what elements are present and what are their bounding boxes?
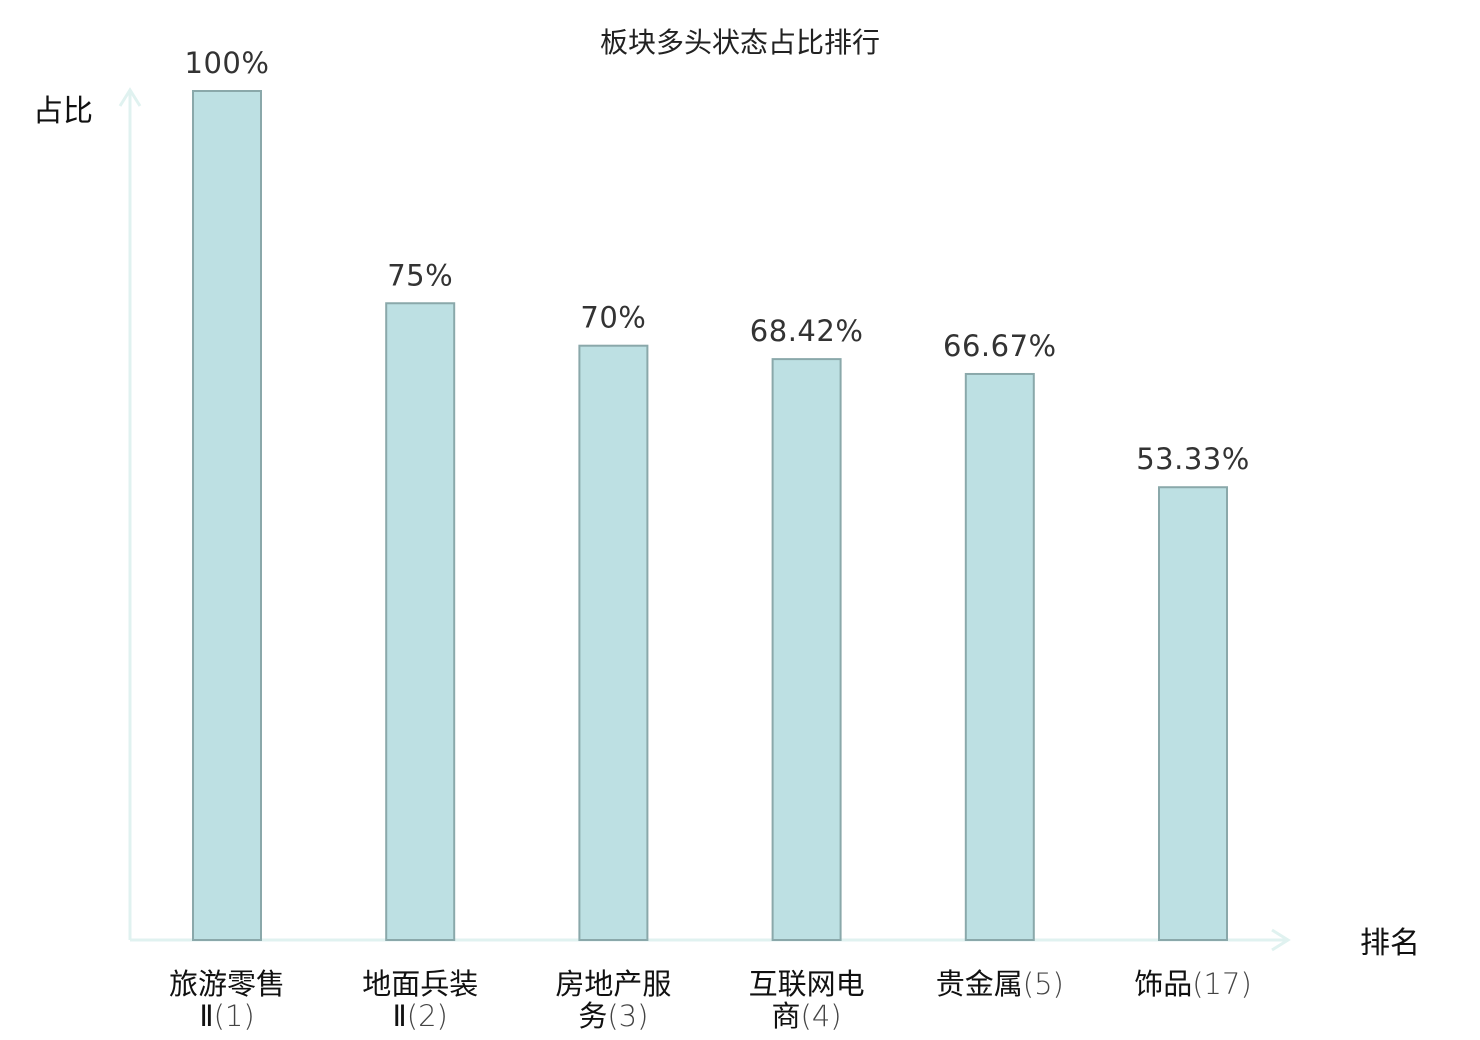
- tick-label: 商(4): [772, 999, 842, 1033]
- tick-label-rank: (5): [1023, 967, 1064, 1001]
- y-axis-title: 占比: [33, 94, 93, 129]
- axes: [118, 87, 1291, 952]
- bar: [385, 302, 456, 941]
- chart-title: 板块多头状态占比排行: [600, 26, 880, 59]
- tick-label-rank: (1): [214, 999, 255, 1033]
- bar: [771, 358, 842, 941]
- tick-label-name: Ⅱ: [393, 999, 407, 1033]
- tick-label-name: 地面兵装: [362, 967, 478, 1001]
- tick-label-name: 饰品: [1134, 967, 1192, 1001]
- value-label: 66.67%: [943, 329, 1057, 363]
- value-label: 100%: [185, 46, 270, 80]
- tick-label-name: 互联网电: [749, 967, 865, 1001]
- tick-label-rank: (3): [607, 999, 648, 1033]
- bar: [964, 372, 1035, 942]
- x-axis-arrow: [1271, 928, 1291, 952]
- tick-label-name: 房地产服: [555, 967, 671, 1001]
- tick-label-rank: (2): [407, 999, 448, 1033]
- tick-label-name: 务: [578, 999, 607, 1033]
- x-axis-title: 排名: [1360, 926, 1420, 961]
- tick-label: Ⅱ(2): [393, 999, 448, 1033]
- tick-label: 务(3): [578, 999, 648, 1033]
- tick-label: 贵金属(5): [936, 967, 1064, 1001]
- value-label: 53.33%: [1136, 442, 1250, 476]
- value-label: 70%: [580, 301, 646, 335]
- tick-label-name: 旅游零售: [169, 967, 285, 1001]
- tick-label: 饰品(17): [1134, 967, 1252, 1001]
- tick-label: Ⅱ(1): [199, 999, 254, 1033]
- tick-label-name: Ⅱ: [199, 999, 213, 1033]
- bar: [1158, 486, 1228, 941]
- y-axis-arrow: [118, 87, 142, 107]
- tick-label: 旅游零售: [169, 967, 285, 1001]
- tick-label: 房地产服: [555, 967, 671, 1001]
- bar-series: [192, 90, 1228, 942]
- tick-label: 互联网电: [749, 967, 865, 1001]
- tick-label-rank: (17): [1192, 967, 1252, 1001]
- tick-label: 地面兵装: [362, 967, 478, 1001]
- tick-label-name: 商: [772, 999, 801, 1033]
- value-label: 75%: [387, 258, 453, 292]
- tick-label-rank: (4): [801, 999, 842, 1033]
- value-label: 68.42%: [750, 314, 864, 348]
- bar: [192, 90, 262, 941]
- value-labels: 100% 75% 70% 68.42% 66.67% 53.33%: [185, 46, 1250, 476]
- tick-label-name: 贵金属: [936, 967, 1023, 1001]
- category-label: 贵金属(5): [936, 967, 1064, 1001]
- category-label: 饰品(17): [1134, 967, 1252, 1001]
- bar: [578, 344, 649, 941]
